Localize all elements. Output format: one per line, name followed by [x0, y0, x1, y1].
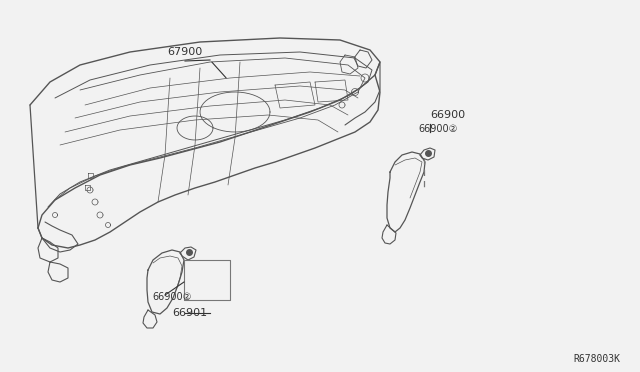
Text: 67900: 67900 — [168, 47, 203, 57]
Text: R678003K: R678003K — [573, 354, 620, 364]
Text: 66900②: 66900② — [152, 292, 191, 302]
Text: 66900: 66900 — [430, 110, 465, 120]
Text: 66900②: 66900② — [418, 124, 458, 134]
Text: 66901: 66901 — [172, 308, 207, 318]
